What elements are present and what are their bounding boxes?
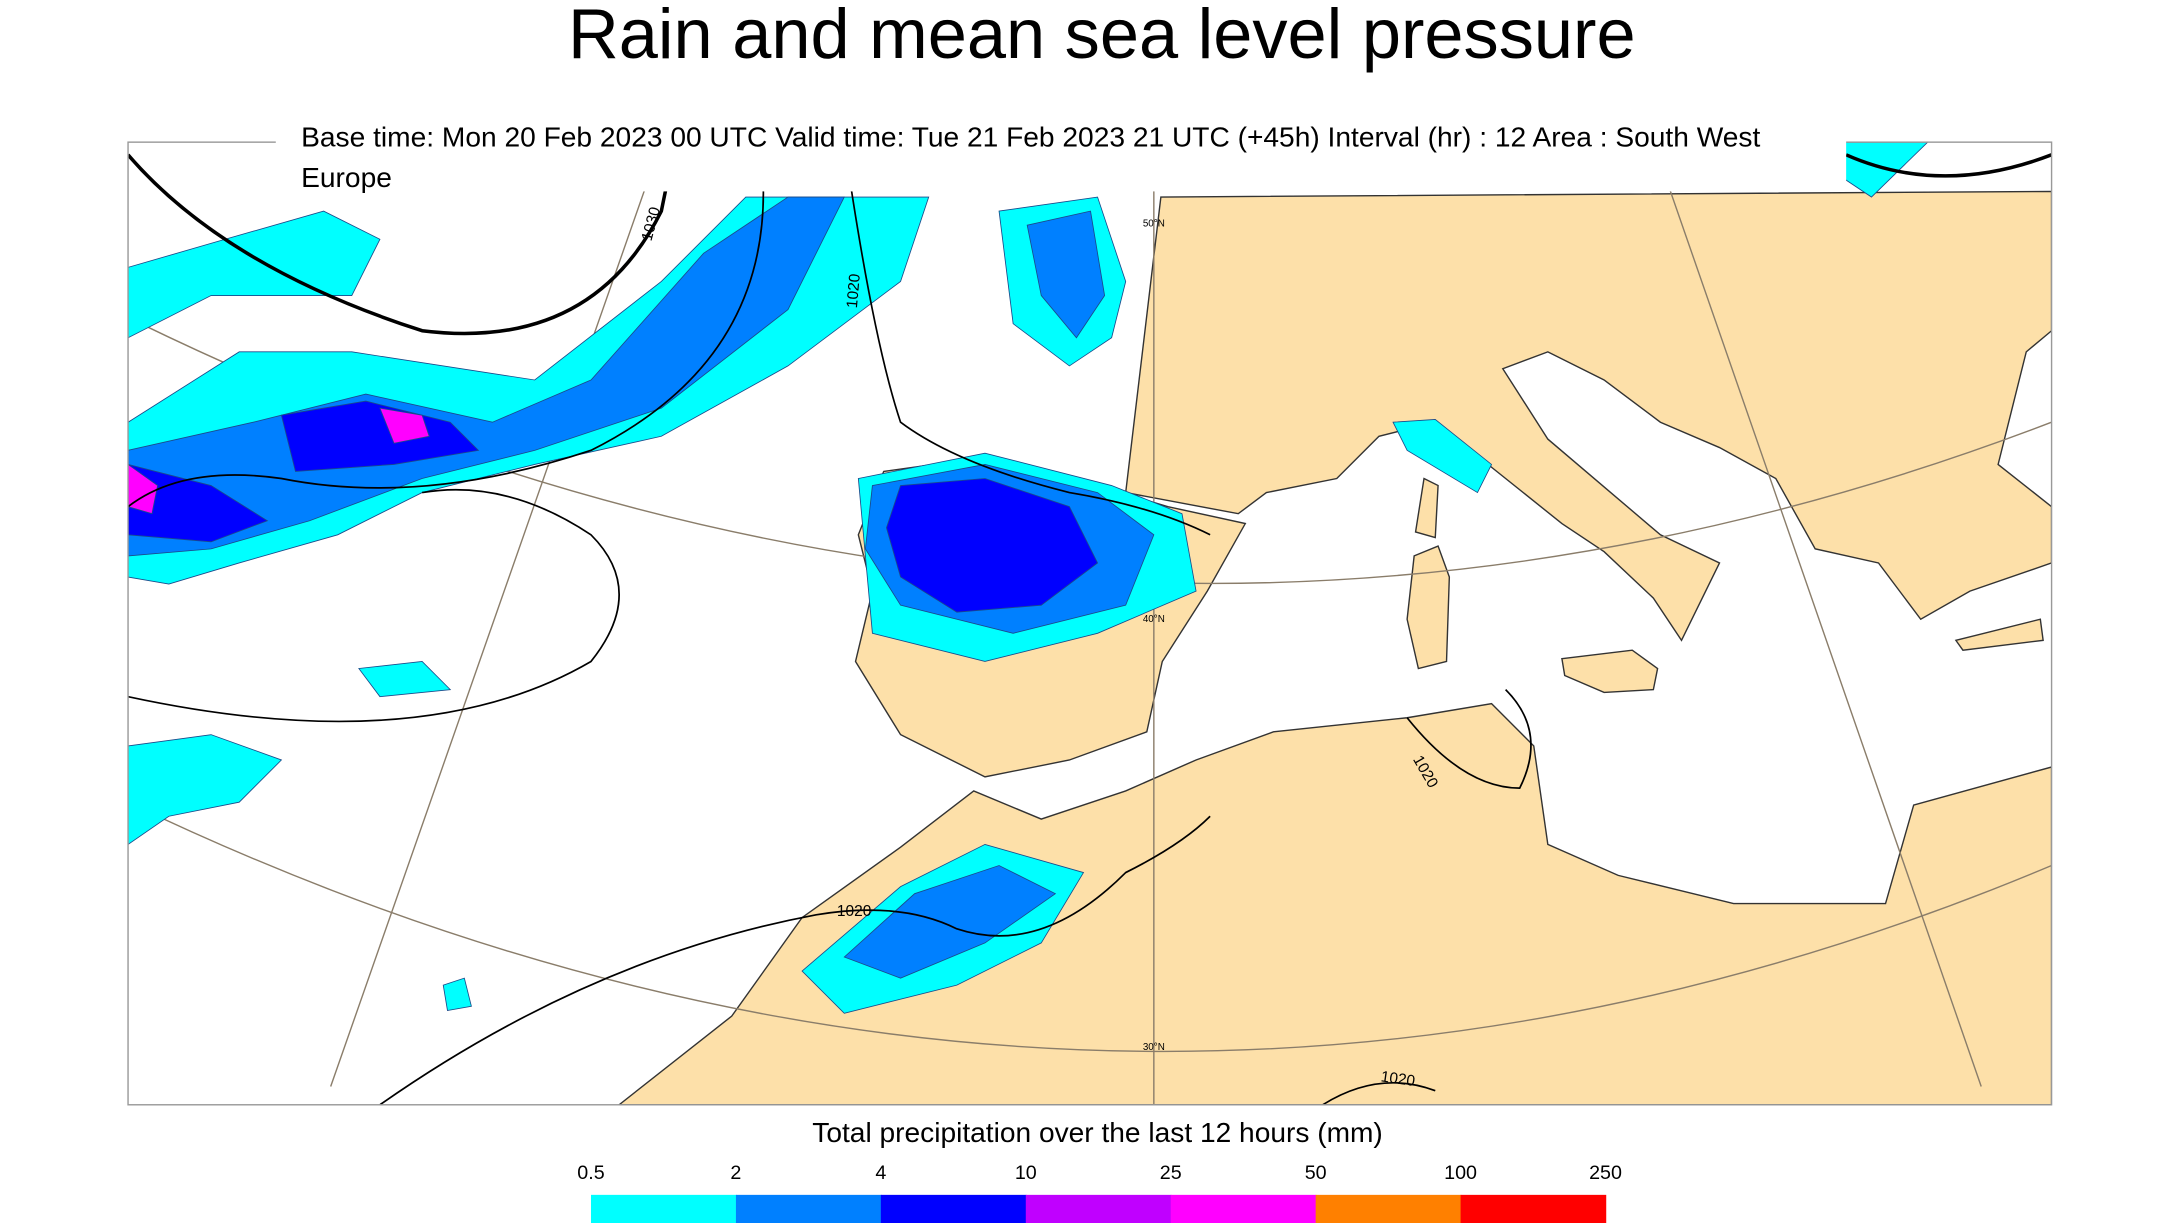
colorbar-segment [1025,1194,1172,1223]
colorbar-tick-label: 0.5 [577,1162,604,1184]
colorbar-segment [735,1194,882,1223]
colorbar-tick-label: 25 [1160,1162,1182,1184]
title: Rain and mean sea level pressure [568,0,1636,73]
latitude-label: 40°N [1143,614,1165,625]
colorbar-segment [1460,1194,1607,1223]
isobar-label: 1020 [837,903,871,920]
colorbar-segment [1315,1194,1462,1223]
colorbar-segment [880,1194,1027,1223]
colorbar-tick-label: 4 [875,1162,886,1184]
precipitation [128,142,1929,1014]
isobars [128,142,2052,1105]
latitude-label: 30°N [1143,1042,1165,1053]
colorbar-tick-label: 10 [1015,1162,1037,1184]
subtitle-wrap: Base time: Mon 20 Feb 2023 00 UTC Valid … [301,122,1761,195]
isobar-label: 1020 [844,273,864,309]
colorbar-tick-label: 2 [730,1162,741,1184]
legend-title: Total precipitation over the last 12 hou… [812,1117,1383,1148]
latitude-label: 50°N [1143,219,1165,230]
colorbar-segment [590,1194,737,1223]
colorbar: 0.5 2 4 10 25 50 100 250 [577,1162,1622,1223]
isobar-label: 1020 [1380,1068,1416,1090]
subtitle: Base time: Mon 20 Feb 2023 00 UTC Valid … [301,122,1761,195]
map: 1030 1020 1020 1020 1020 50°N 40°N 30°N [128,142,2052,1105]
colorbar-tick-label: 100 [1444,1162,1477,1184]
colorbar-tick-label: 50 [1305,1162,1327,1184]
colorbar-tick-label: 250 [1589,1162,1622,1184]
colorbar-segment [1170,1194,1317,1223]
subtitle-box [275,118,1847,192]
